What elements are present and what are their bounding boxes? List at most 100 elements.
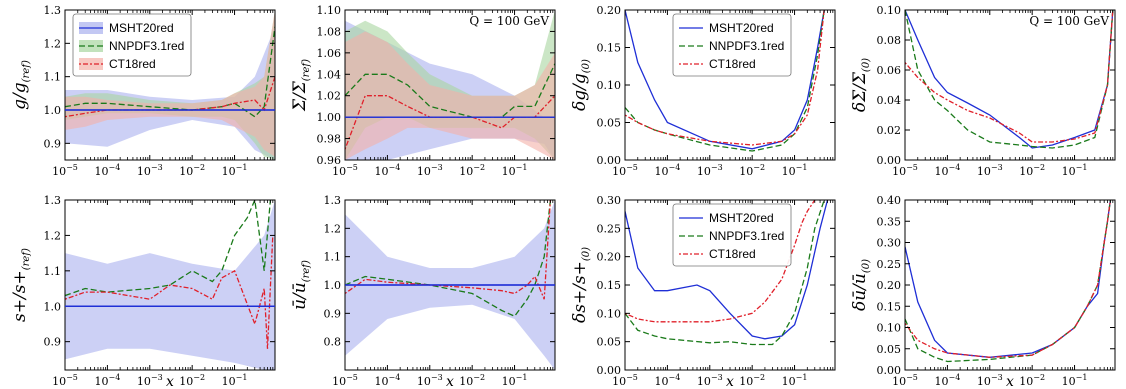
series-line-nnpdf31red bbox=[345, 200, 552, 318]
series-line-msht20red bbox=[905, 10, 1114, 149]
y-tick-label: 0.25 bbox=[597, 222, 622, 235]
series-line-nnpdf31red bbox=[65, 200, 272, 297]
x-tick-label: 10−2 bbox=[1019, 373, 1045, 388]
y-tick-label: 1.06 bbox=[317, 47, 342, 60]
x-axis-label: x bbox=[1006, 374, 1014, 389]
y-tick-label: 1.0 bbox=[44, 104, 62, 117]
x-tick-label: 10−3 bbox=[417, 373, 443, 388]
x-tick-label: 10−2 bbox=[739, 163, 765, 178]
y-tick-label: 0.35 bbox=[877, 215, 902, 228]
x-tick-label: 10−2 bbox=[459, 373, 485, 388]
x-tick-label: 10−3 bbox=[977, 373, 1003, 388]
chart-panel-ubar_ratio: 0.8 0.9 1.0 1.1 1.2 1.3 10−5 10−4 10−3 10−2 10−1 ū/… bbox=[290, 194, 556, 389]
series-line-ct18red bbox=[625, 10, 825, 146]
y-tick-label: 1.1 bbox=[44, 71, 62, 84]
scale-annotation: Q = 100 GeV bbox=[469, 14, 549, 28]
y-tick-label: 0.20 bbox=[597, 4, 622, 17]
y-tick-label: 1.02 bbox=[317, 90, 342, 103]
y-tick-label: 1.04 bbox=[317, 68, 342, 81]
legend: MSHT20red NNPDF3.1red CT18red bbox=[672, 13, 792, 77]
y-tick-label: 0.00 bbox=[597, 364, 622, 377]
x-tick-label: 10−3 bbox=[417, 163, 443, 178]
y-tick-label: 1.1 bbox=[324, 251, 342, 264]
legend-entry-label: MSHT20red bbox=[709, 211, 774, 225]
y-tick-label: 1.00 bbox=[317, 111, 342, 124]
x-tick-label: 10−2 bbox=[1019, 163, 1045, 178]
chart-panel-dg_rel: 0.00 0.05 0.10 0.15 0.20 10−5 10−4 10−3 10−2 10−1… bbox=[570, 4, 836, 178]
x-tick-label: 10−2 bbox=[459, 163, 485, 178]
legend-box bbox=[672, 13, 792, 77]
x-tick-label: 10−4 bbox=[94, 163, 120, 178]
y-axis-label: δg/g(0) bbox=[570, 59, 592, 111]
x-tick-label: 10−1 bbox=[502, 373, 528, 388]
chart-panel-splus_ratio: 0.9 1.0 1.1 1.2 1.3 10−5 10−4 10−3 10−2 10−1 s+/s+… bbox=[10, 194, 276, 389]
y-tick-label: 1.3 bbox=[324, 194, 342, 207]
y-axis-label: s+/s+(ref) bbox=[10, 248, 32, 322]
legend-entry-label: NNPDF3.1red bbox=[709, 39, 784, 53]
y-tick-label: 0.10 bbox=[597, 307, 622, 320]
legend-box bbox=[672, 203, 792, 267]
y-tick-label: 1.0 bbox=[324, 279, 342, 292]
plot-area bbox=[905, 200, 1112, 363]
x-tick-label: 10−1 bbox=[222, 163, 248, 178]
y-tick-label: 0.30 bbox=[877, 237, 902, 250]
y-tick-label: 0.96 bbox=[317, 154, 342, 167]
band-msht20red bbox=[65, 26, 275, 160]
series-line-ct18red bbox=[65, 76, 275, 118]
y-tick-label: 0.9 bbox=[44, 137, 62, 150]
chart-panel-dsigma_rel: 0.00 0.02 0.04 0.06 0.08 0.10 10−5 10−4 10−3 10−2… bbox=[850, 4, 1116, 178]
y-tick-label: 0.10 bbox=[877, 4, 902, 17]
x-tick-label: 10−5 bbox=[892, 163, 918, 178]
y-tick-label: 0.9 bbox=[44, 336, 62, 349]
y-tick-label: 1.0 bbox=[44, 300, 62, 313]
chart-panel-sigma_ratio: 0.96 0.98 1.00 1.02 1.04 1.06 1.08 1.10 10−5 10−4… bbox=[290, 4, 556, 178]
y-tick-label: 0.25 bbox=[877, 258, 902, 271]
series-line-ct18red bbox=[905, 200, 1112, 358]
y-tick-label: 0.00 bbox=[877, 364, 902, 377]
legend-entry-label: CT18red bbox=[709, 57, 756, 71]
y-axis-label: Σ/Σ(ref) bbox=[290, 59, 312, 112]
x-tick-label: 10−2 bbox=[179, 373, 205, 388]
x-tick-label: 10−1 bbox=[502, 163, 528, 178]
legend-entry-label: CT18red bbox=[709, 247, 756, 261]
x-tick-label: 10−2 bbox=[739, 373, 765, 388]
x-tick-label: 10−1 bbox=[222, 373, 248, 388]
y-tick-label: 0.02 bbox=[877, 124, 902, 137]
legend-entry-label: MSHT20red bbox=[109, 21, 174, 35]
x-tick-label: 10−2 bbox=[179, 163, 205, 178]
scale-annotation: Q = 100 GeV bbox=[1029, 14, 1109, 28]
x-tick-label: 10−5 bbox=[612, 373, 638, 388]
y-tick-label: 0.40 bbox=[877, 194, 902, 207]
y-tick-label: 0.06 bbox=[877, 64, 902, 77]
y-tick-label: 0.10 bbox=[597, 79, 622, 92]
series-line-nnpdf31red bbox=[65, 26, 275, 118]
plot-area bbox=[905, 10, 1114, 149]
chart-panel-dubar_rel: 0.00 0.05 0.10 0.15 0.20 0.25 0.30 0.35 0.40 10−5… bbox=[850, 194, 1116, 389]
x-tick-label: 10−4 bbox=[374, 163, 400, 178]
y-tick-label: 0.15 bbox=[597, 42, 622, 55]
x-axis-label: x bbox=[726, 374, 734, 389]
y-tick-label: 0.10 bbox=[877, 322, 902, 335]
y-tick-label: 0.00 bbox=[877, 154, 902, 167]
y-tick-label: 0.9 bbox=[324, 307, 342, 320]
legend-entry-label: NNPDF3.1red bbox=[109, 39, 184, 53]
x-axis-label: x bbox=[446, 374, 454, 389]
y-tick-label: 0.08 bbox=[877, 34, 902, 47]
series-line-ct18red bbox=[345, 200, 552, 300]
legend: MSHT20red NNPDF3.1red CT18red bbox=[72, 13, 192, 77]
legend-entry-label: CT18red bbox=[109, 57, 156, 71]
axes-frame bbox=[904, 9, 1116, 161]
y-tick-label: 1.3 bbox=[44, 4, 62, 17]
x-tick-label: 10−3 bbox=[697, 373, 723, 388]
band-ct18red bbox=[345, 31, 555, 160]
y-tick-label: 1.2 bbox=[324, 222, 342, 235]
x-tick-label: 10−3 bbox=[137, 373, 163, 388]
y-tick-label: 0.20 bbox=[877, 279, 902, 292]
plot-area bbox=[65, 200, 275, 370]
plot-area bbox=[625, 10, 825, 152]
x-tick-label: 10−3 bbox=[697, 163, 723, 178]
x-tick-label: 10−4 bbox=[934, 373, 960, 388]
series-line-ct18red bbox=[625, 200, 816, 323]
x-tick-label: 10−1 bbox=[782, 163, 808, 178]
x-tick-label: 10−3 bbox=[137, 163, 163, 178]
